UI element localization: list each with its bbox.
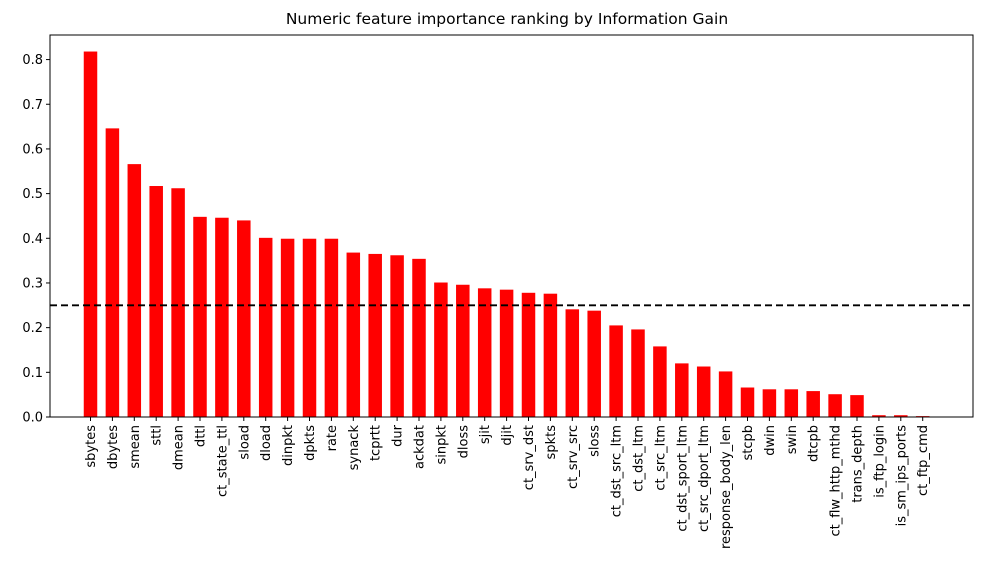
bar-sbytes (83, 51, 98, 417)
x-tick-label: spkts (544, 425, 559, 460)
bar-dwin (762, 389, 777, 417)
y-tick-label: 0.8 (22, 53, 43, 68)
plot-frame (49, 34, 974, 418)
x-tick-label: ct_state_ttl (215, 425, 230, 497)
x-tick-label: sbytes (84, 425, 99, 468)
x-tick-label: ct_dst_sport_ltm (675, 425, 690, 532)
bar-dmean (171, 188, 185, 417)
x-tick-label: ct_dst_ltm (632, 425, 647, 492)
x-tick-label: is_ftp_login (872, 425, 887, 498)
y-axis: 0.0 0.1 0.2 0.3 0.4 0.5 0.6 0.7 0.8 (22, 53, 50, 426)
x-tick-label: dload (259, 425, 274, 461)
x-tick-label: ct_dst_src_ltm (610, 425, 625, 517)
bar-ct_dst_ltm (631, 329, 645, 417)
bar-sttl (149, 186, 163, 417)
bar-synack (346, 252, 361, 417)
x-tick-label: sload (237, 425, 252, 460)
x-tick-label: response_body_len (719, 425, 734, 549)
bar-ct_state_ttl (215, 217, 229, 417)
bar-dttl (193, 216, 207, 417)
x-tick-label: dtcpb (807, 425, 822, 462)
x-tick-label: djit (500, 425, 515, 446)
bar-dload (258, 237, 273, 417)
bar-ct_flw_http_mthd (828, 394, 842, 417)
y-tick-label: 0.1 (22, 366, 43, 381)
bar-response_body_len (718, 371, 733, 417)
bar-sloss (587, 310, 601, 417)
y-tick-label: 0.0 (22, 411, 43, 426)
bar-dtcpb (806, 391, 820, 417)
bars-group (83, 51, 930, 417)
y-tick-label: 0.7 (22, 98, 43, 113)
x-tick-label: ct_src_ltm (653, 425, 668, 491)
x-tick-label: dbytes (106, 425, 121, 469)
bar-stcpb (740, 387, 755, 417)
y-tick-label: 0.2 (22, 321, 43, 336)
bar-rate (324, 238, 339, 417)
bar-dloss (456, 284, 470, 417)
x-tick-label: tcprtt (369, 425, 384, 461)
bar-is_sm_ips_ports (894, 415, 908, 417)
bar-ct_srv_src (565, 309, 580, 417)
bar-tcprtt (368, 253, 382, 417)
bar-swin (784, 389, 799, 417)
x-tick-label: sinpkt (434, 425, 449, 465)
y-tick-label: 0.4 (22, 232, 43, 247)
bar-is_ftp_login (872, 415, 886, 417)
bar-ct_dst_src_ltm (609, 325, 623, 417)
y-tick-label: 0.3 (22, 276, 43, 291)
x-tick-label: trans_depth (851, 425, 866, 503)
bar-ackdat (412, 258, 426, 417)
x-tick-label: dttl (194, 425, 209, 447)
x-tick-label: rate (325, 425, 340, 451)
x-tick-label: ct_ftp_cmd (916, 425, 931, 496)
x-tick-label: sloss (588, 425, 603, 457)
x-tick-label: dmean (172, 425, 187, 470)
x-tick-label: sttl (150, 425, 165, 446)
x-tick-label: ct_srv_dst (522, 425, 537, 490)
x-tick-label: ct_srv_src (566, 425, 581, 489)
bar-sinpkt (434, 282, 448, 417)
x-tick-label: smean (128, 425, 143, 469)
x-axis: sbytes dbytes smean sttl dmean dttl ct_state_t… (84, 417, 931, 549)
x-tick-label: ct_flw_http_mthd (829, 425, 844, 537)
bar-djit (499, 289, 514, 417)
chart-title: Numeric feature importance ranking by In… (286, 10, 728, 28)
bar-dur (390, 255, 404, 417)
bar-smean (127, 164, 142, 417)
x-tick-label: is_sm_ips_ports (894, 425, 909, 527)
x-tick-label: swin (785, 425, 800, 454)
bar-dpkts (302, 238, 317, 417)
x-tick-label: dur (391, 424, 406, 446)
bar-spkts (543, 293, 558, 417)
x-tick-label: sjit (478, 425, 493, 444)
x-tick-label: ct_src_dport_ltm (697, 425, 712, 532)
x-tick-label: dinpkt (281, 425, 296, 466)
bar-sload (237, 220, 251, 417)
y-tick-label: 0.6 (22, 142, 43, 157)
x-tick-label: dwin (763, 425, 778, 456)
bar-trans_depth (850, 395, 864, 417)
x-tick-label: dpkts (303, 425, 318, 461)
x-tick-label: synack (347, 425, 362, 471)
x-tick-label: dloss (456, 425, 471, 459)
bar-dbytes (105, 128, 120, 417)
bar-ct_src_ltm (653, 346, 667, 417)
y-tick-label: 0.5 (22, 187, 43, 202)
bar-ct_srv_dst (521, 292, 536, 417)
bar-sjit (477, 288, 492, 417)
bar-ct_dst_sport_ltm (675, 363, 689, 417)
bar-dinpkt (280, 238, 295, 417)
x-tick-label: ackdat (413, 425, 428, 469)
bar-ct_src_dport_ltm (696, 366, 711, 417)
x-tick-label: stcpb (741, 425, 756, 461)
